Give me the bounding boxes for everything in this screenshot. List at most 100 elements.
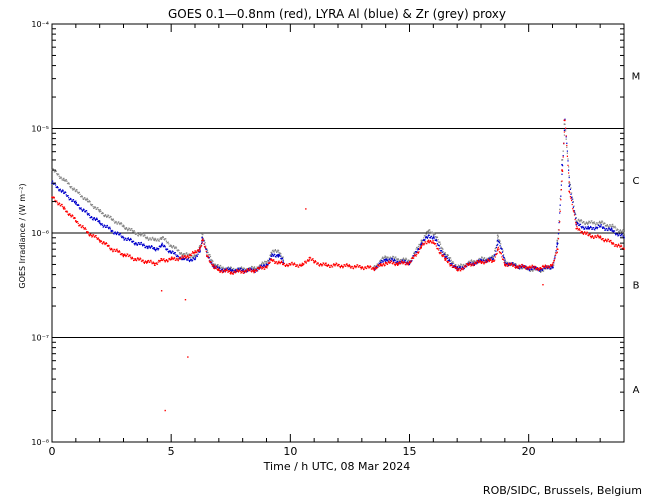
data-point	[427, 229, 430, 232]
data-point	[122, 236, 125, 239]
x-tick-label: 20	[522, 445, 536, 458]
y-tick-label: 10⁻⁸	[31, 438, 49, 447]
data-point	[568, 182, 571, 185]
data-point	[194, 251, 196, 254]
data-point	[599, 221, 602, 224]
data-point	[134, 232, 137, 234]
data-series	[51, 118, 625, 412]
data-point	[372, 267, 375, 270]
data-point	[496, 234, 499, 237]
data-point	[86, 200, 89, 203]
data-point	[611, 225, 613, 228]
data-point	[492, 258, 494, 261]
data-point	[182, 258, 184, 261]
data-point	[277, 253, 280, 256]
data-point	[253, 269, 256, 272]
data-point	[308, 256, 311, 259]
data-point	[561, 159, 563, 161]
data-point	[110, 229, 113, 232]
data-point	[74, 220, 77, 222]
data-point	[496, 239, 499, 242]
data-point	[201, 236, 204, 239]
data-point	[146, 260, 149, 263]
data-point	[289, 263, 292, 266]
data-point	[587, 234, 590, 237]
outlier-point	[184, 298, 187, 301]
data-point	[568, 190, 571, 193]
data-point	[384, 256, 387, 258]
data-point	[206, 255, 208, 258]
y-tick-label: 10⁻⁷	[31, 334, 49, 343]
data-point	[408, 261, 411, 264]
data-point	[599, 236, 602, 239]
data-point	[98, 221, 101, 224]
data-point	[427, 239, 430, 242]
data-point	[427, 234, 430, 237]
data-point	[217, 269, 220, 272]
data-point	[444, 259, 447, 262]
data-point	[153, 262, 156, 265]
credit-label: ROB/SIDC, Brussels, Belgium	[483, 484, 642, 497]
series-1	[51, 118, 625, 274]
data-point	[229, 271, 232, 274]
data-point	[63, 208, 65, 210]
x-axis-label: Time / h UTC, 08 Mar 2024	[263, 460, 411, 473]
flare-class-label: M	[632, 72, 641, 83]
data-point	[282, 263, 285, 266]
flare-class-label: C	[633, 176, 640, 187]
data-point	[270, 259, 273, 262]
data-point	[575, 227, 578, 230]
data-point	[556, 248, 559, 251]
data-point	[396, 260, 399, 263]
x-tick-label: 15	[403, 445, 417, 458]
y-tick-label: 10⁻⁴	[31, 20, 49, 29]
data-point	[122, 253, 125, 256]
data-point	[270, 251, 273, 254]
data-point	[611, 229, 613, 232]
data-point	[396, 262, 399, 265]
data-point	[134, 242, 137, 245]
data-point	[432, 242, 435, 245]
series-2	[51, 123, 625, 273]
data-point	[265, 265, 268, 268]
data-point	[380, 264, 382, 267]
data-point	[134, 258, 137, 261]
data-point	[153, 239, 156, 242]
data-point	[360, 266, 363, 269]
data-point	[575, 220, 578, 222]
flare-class-lines	[52, 128, 624, 338]
data-point	[587, 221, 590, 224]
data-point	[270, 255, 273, 258]
data-point	[122, 225, 125, 228]
data-point	[198, 247, 201, 249]
data-point	[563, 119, 566, 122]
data-point	[349, 265, 351, 268]
data-point	[420, 245, 423, 247]
data-point	[527, 266, 530, 269]
data-point	[432, 232, 435, 234]
outlier-point	[164, 409, 166, 412]
data-point	[170, 258, 173, 261]
data-point	[182, 256, 184, 259]
data-point	[110, 218, 113, 221]
data-point	[146, 236, 149, 239]
data-point	[277, 261, 280, 264]
data-point	[265, 260, 268, 263]
data-point	[492, 256, 494, 259]
data-point	[74, 190, 77, 193]
data-point	[98, 210, 101, 213]
data-point	[194, 255, 196, 258]
data-point	[539, 267, 542, 270]
outlier-point	[542, 284, 544, 286]
data-point	[384, 258, 387, 261]
outlier-point	[187, 356, 189, 358]
data-point	[561, 169, 563, 171]
data-point	[201, 233, 204, 235]
y-tick-label: 10⁻⁵	[31, 125, 49, 134]
data-point	[420, 239, 423, 242]
data-point	[194, 258, 196, 261]
data-point	[170, 245, 173, 247]
data-point	[420, 242, 423, 245]
data-point	[170, 251, 173, 254]
